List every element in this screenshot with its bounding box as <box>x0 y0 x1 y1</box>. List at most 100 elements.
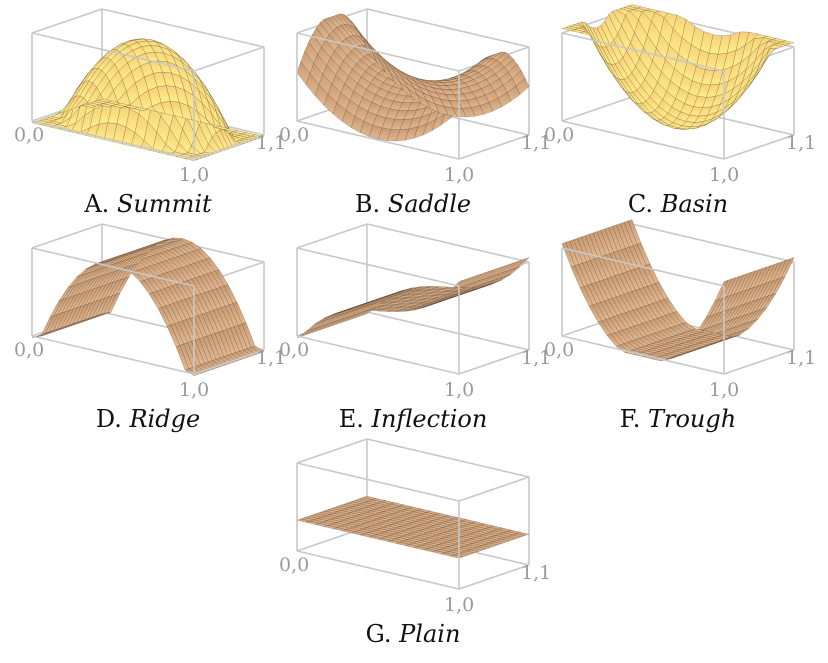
box-edge <box>723 134 795 160</box>
box-edge <box>296 247 460 287</box>
caption-summit: A. Summit <box>13 190 283 218</box>
box-edge <box>296 438 368 464</box>
box-edge <box>31 120 195 160</box>
caption-label: Inflection <box>371 405 488 433</box>
tick-label-x-end: 1,0 <box>444 594 474 616</box>
box-edge <box>296 223 368 249</box>
tick-label-origin: 0,0 <box>279 554 309 576</box>
surface-mesh <box>296 257 530 338</box>
caption-letter: D. <box>95 405 122 433</box>
tick-label-origin: 0,0 <box>544 124 574 146</box>
caption-trough: F. Trough <box>543 405 813 433</box>
box-edge <box>366 8 530 48</box>
surface-mesh <box>31 237 265 376</box>
panel-trough: 0,0 1,0 1,1 F. Trough <box>543 219 816 448</box>
plot-ridge: 0,0 1,0 1,1 <box>14 223 286 401</box>
caption-letter: A. <box>84 190 110 218</box>
surface-cell <box>627 219 642 245</box>
box-edge <box>366 311 530 351</box>
box-edge <box>631 223 795 263</box>
tick-label-origin: 0,0 <box>14 124 44 146</box>
plot-inflection: 0,0 1,0 1,1 <box>279 223 551 401</box>
box-edge <box>458 349 530 375</box>
box-edge <box>31 335 195 375</box>
caption-letter: F. <box>619 405 641 433</box>
surface-mesh <box>296 13 530 142</box>
box-edge <box>193 46 265 72</box>
box-edge <box>458 134 530 160</box>
tick-label-x-end: 1,0 <box>444 379 474 401</box>
caption-label: Trough <box>647 405 737 433</box>
box-edge <box>561 335 725 375</box>
surface-cell <box>97 98 112 103</box>
box-edge <box>101 8 265 48</box>
surface-mesh <box>31 38 265 161</box>
caption-letter: B. <box>354 190 381 218</box>
panel-saddle: 0,0 1,0 1,1 B. Saddle <box>278 8 551 233</box>
surface-mesh <box>561 4 795 130</box>
surface-cell <box>98 311 112 316</box>
box-edge <box>561 32 725 72</box>
caption-letter: E. <box>338 405 364 433</box>
caption-letter: C. <box>627 190 654 218</box>
tick-label-origin: 0,0 <box>544 339 574 361</box>
plot-trough: 0,0 1,0 1,1 <box>544 219 816 401</box>
box-edge <box>366 223 530 263</box>
box-edge <box>723 349 795 375</box>
box-edge <box>31 32 195 72</box>
box-edge <box>561 96 633 122</box>
box-edge <box>561 247 725 287</box>
box-edge <box>296 32 460 72</box>
box-edge <box>296 550 460 590</box>
panel-ridge: 0,0 1,0 1,1 D. Ridge <box>13 223 286 448</box>
box-edge <box>561 120 725 160</box>
surface-cell <box>362 496 377 500</box>
caption-basin: C. Basin <box>543 190 813 218</box>
surface-cell <box>627 4 642 9</box>
tick-label-corner: 1,1 <box>256 347 286 369</box>
caption-label: Plain <box>399 620 461 648</box>
tick-label-x-end: 1,0 <box>709 379 739 401</box>
panel-plain: 0,0 1,0 1,1 G. Plain <box>278 438 551 663</box>
tick-label-origin: 0,0 <box>279 339 309 361</box>
tick-label-origin: 0,0 <box>14 339 44 361</box>
caption-inflection: E. Inflection <box>278 405 548 433</box>
caption-label: Saddle <box>387 190 472 218</box>
panel-summit: 0,0 1,0 1,1 A. Summit <box>13 8 286 233</box>
caption-plain: G. Plain <box>278 620 548 648</box>
box-edge <box>296 120 460 160</box>
plot-plain: 0,0 1,0 1,1 <box>279 438 551 616</box>
box-edge <box>366 438 530 478</box>
caption-saddle: B. Saddle <box>278 190 548 218</box>
tick-label-x-end: 1,0 <box>709 164 739 186</box>
tick-label-corner: 1,1 <box>521 347 551 369</box>
tick-label-corner: 1,1 <box>786 347 816 369</box>
caption-label: Summit <box>116 190 212 218</box>
caption-ridge: D. Ridge <box>13 405 283 433</box>
box-edge <box>31 8 103 34</box>
panel-basin: 0,0 1,0 1,1 C. Basin <box>543 4 816 233</box>
tick-label-corner: 1,1 <box>786 132 816 154</box>
box-edge <box>296 335 460 375</box>
plot-saddle: 0,0 1,0 1,1 <box>279 8 551 186</box>
plot-summit: 0,0 1,0 1,1 <box>14 8 286 186</box>
tick-label-x-end: 1,0 <box>179 379 209 401</box>
tick-label-corner: 1,1 <box>521 132 551 154</box>
box-edge <box>458 564 530 590</box>
box-edge <box>31 223 103 249</box>
box-edge <box>296 462 460 502</box>
tick-label-corner: 1,1 <box>521 562 551 584</box>
box-edge <box>193 349 265 375</box>
panel-inflection: 0,0 1,0 1,1 E. Inflection <box>278 223 551 448</box>
box-edge <box>458 476 530 502</box>
tick-label-corner: 1,1 <box>256 132 286 154</box>
surface-mesh <box>296 496 530 559</box>
caption-letter: G. <box>365 620 392 648</box>
tick-label-x-end: 1,0 <box>444 164 474 186</box>
surface-mesh <box>561 219 795 362</box>
box-edge <box>31 247 195 287</box>
tick-label-origin: 0,0 <box>279 124 309 146</box>
plot-basin: 0,0 1,0 1,1 <box>544 4 816 186</box>
box-edge <box>193 134 265 160</box>
caption-label: Ridge <box>129 405 201 433</box>
